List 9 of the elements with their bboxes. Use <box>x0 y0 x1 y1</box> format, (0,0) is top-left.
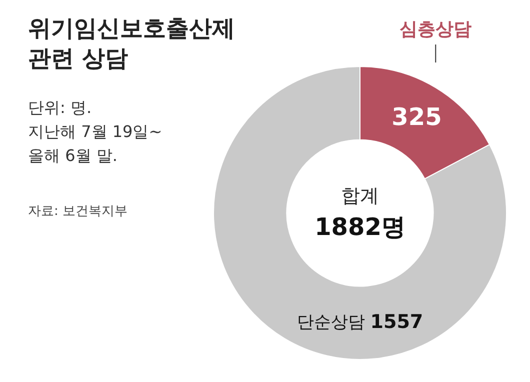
data-label: 1557 <box>370 310 424 333</box>
text: 자료: 보건복지부 <box>28 203 128 220</box>
chart-title: 위기임신보호출산제 관련 상담 <box>28 15 235 74</box>
slice-label: 단순상담 <box>296 312 370 332</box>
slice-label: 심층상담 <box>400 19 472 40</box>
data-label: 325 <box>392 103 442 132</box>
text: 단위: 명. 지난해 7월 19일~ 올해 6월 말. <box>28 97 162 167</box>
text: 합계 <box>341 184 379 207</box>
text: 1882명 <box>314 213 406 242</box>
